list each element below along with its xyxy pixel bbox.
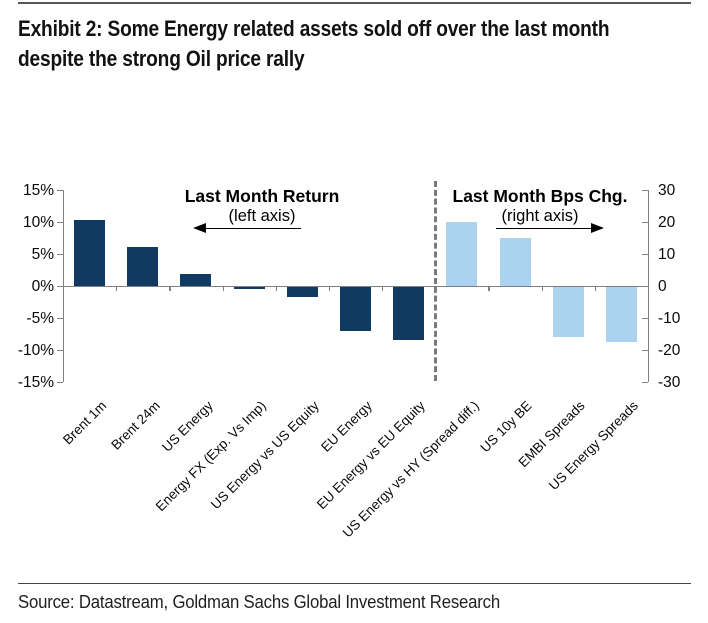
left-legend-label: Last Month Return (184, 186, 340, 206)
x-axis-label-5: US Energy vs US Equity (207, 398, 322, 513)
x-axis-tick (222, 286, 224, 291)
x-axis-tick (594, 286, 597, 291)
bar-us-energy-vs-hy-spread-diff- (446, 222, 478, 286)
x-axis-label-1: Brent 1m (59, 398, 110, 448)
x-axis-tick (541, 286, 543, 291)
left-axis-tick (57, 350, 63, 352)
bar-brent-24m (127, 246, 159, 286)
right-axis-tick (642, 382, 648, 384)
x-axis-tick (116, 286, 118, 291)
right-arrow-shaft (496, 228, 592, 229)
right-arrow-head (591, 223, 604, 233)
bar-eu-energy-vs-eu-equity (393, 286, 425, 340)
left-axis-tick (57, 190, 63, 192)
left-axis-tick-label: -5% (26, 310, 54, 327)
right-axis-line (648, 190, 650, 382)
left-axis-tick (57, 222, 63, 224)
right-axis-tick-label: 0 (658, 278, 667, 295)
left-axis-tick-label: 0% (31, 278, 54, 295)
x-axis-tick (382, 286, 384, 291)
left-axis-legend: Last Month Return (left axis) (157, 186, 367, 226)
right-axis-tick-label: -30 (658, 374, 681, 391)
x-axis-label-9: US 10y BE (477, 398, 535, 456)
right-axis-tick-label: -20 (658, 342, 681, 359)
left-axis-tick (57, 254, 63, 256)
right-axis-tick (642, 318, 648, 320)
right-axis-legend: Last Month Bps Chg. (right axis) (435, 186, 645, 226)
bar-brent-1m (74, 220, 106, 286)
bottom-rule (18, 583, 691, 584)
bar-embi-spreads (552, 286, 584, 338)
right-axis-tick-label: 10 (658, 246, 676, 263)
x-axis-tick (169, 286, 171, 291)
bar-eu-energy (340, 286, 371, 331)
right-legend-label: Last Month Bps Chg. (452, 186, 628, 206)
left-axis-tick-label: -10% (17, 342, 54, 359)
zero-axis-line (63, 286, 648, 288)
left-axis-tick-label: 10% (22, 214, 54, 231)
left-arrow-shaft (205, 228, 301, 229)
left-axis-tick-label: 15% (22, 182, 54, 199)
x-axis-tick (435, 286, 437, 291)
x-axis-tick (488, 286, 490, 291)
right-axis-tick-label: -10 (658, 310, 681, 327)
left-axis-tick (57, 286, 63, 288)
source-note: Source: Datastream, Goldman Sachs Global… (18, 592, 500, 612)
right-axis-tick-label: 20 (658, 214, 676, 231)
bar-us-energy (180, 274, 212, 286)
exhibit-title: Exhibit 2: Some Energy related assets so… (18, 16, 610, 71)
left-axis-tick (57, 382, 63, 384)
right-axis-tick (642, 254, 648, 256)
right-axis-tick (642, 222, 648, 224)
right-axis-tick (642, 190, 648, 192)
x-axis-label-3: US Energy (158, 398, 216, 455)
x-axis-label-6: EU Energy (318, 398, 376, 455)
bar-us-10y-be (499, 238, 531, 286)
right-legend-sublabel: (right axis) (501, 207, 579, 225)
left-axis-tick (57, 318, 63, 320)
x-axis-label-7: EU Energy vs EU Equity (314, 398, 429, 513)
bar-us-energy-spreads (605, 286, 637, 342)
bar-us-energy-vs-us-equity (286, 286, 318, 297)
top-rule (18, 2, 691, 4)
axis-separator-dashed-line (433, 181, 437, 381)
x-axis-tick (328, 286, 331, 291)
left-axis-tick-label: -15% (17, 374, 54, 391)
left-arrow-head (193, 223, 206, 233)
left-legend-sublabel: (left axis) (228, 207, 296, 225)
right-axis-tick (642, 350, 648, 352)
left-axis-tick-label: 5% (31, 246, 54, 263)
x-axis-tick (275, 286, 278, 291)
right-axis-tick-label: 30 (658, 182, 676, 199)
x-axis-label-11: US Energy Spreads (546, 398, 642, 493)
x-axis-label-2: Brent 24m (107, 398, 163, 453)
right-axis-tick (642, 286, 648, 288)
